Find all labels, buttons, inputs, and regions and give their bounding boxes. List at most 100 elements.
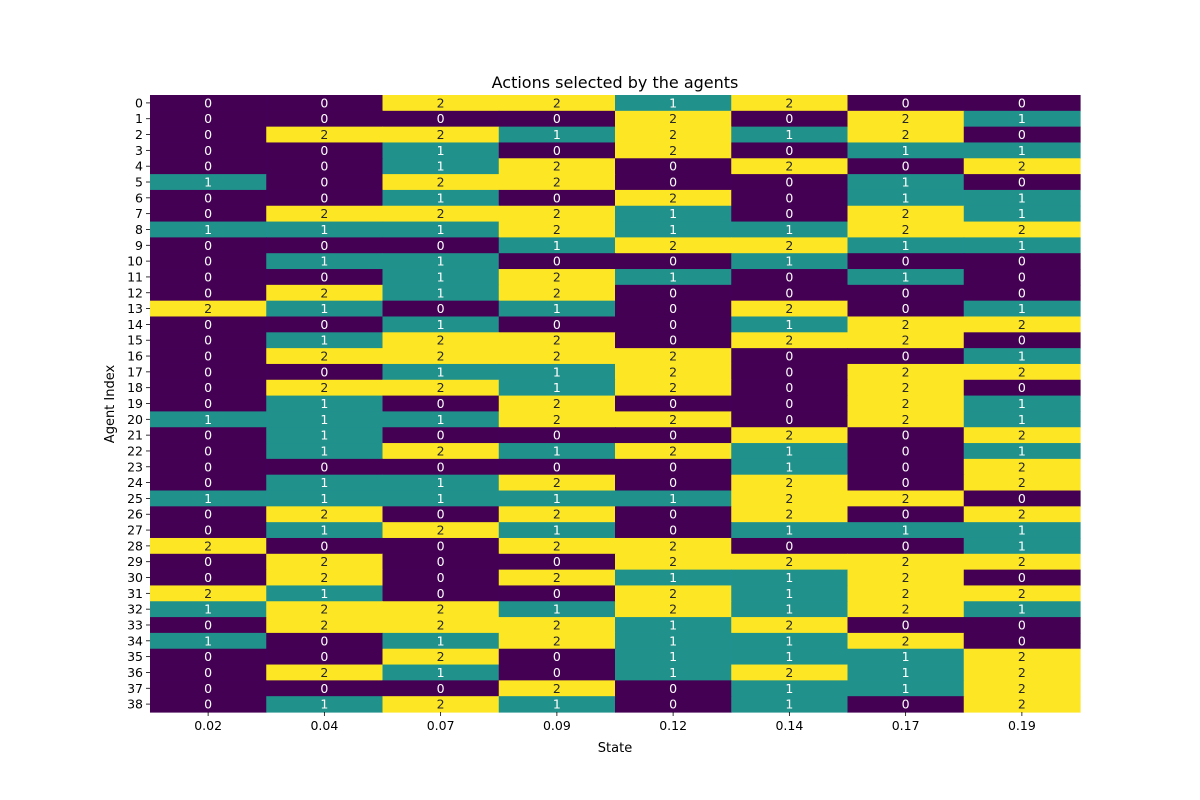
cell-value-label: 2 xyxy=(902,111,910,126)
cell-value-label: 0 xyxy=(204,143,212,158)
heatmap-cell xyxy=(498,680,616,697)
heatmap-cell xyxy=(847,316,965,333)
heatmap-cell xyxy=(963,664,1081,681)
cell-value-label: 2 xyxy=(785,428,793,443)
cell-value-label: 1 xyxy=(553,443,561,458)
cell-value-label: 1 xyxy=(1018,602,1026,617)
cell-value-label: 1 xyxy=(902,175,910,190)
cell-value-label: 2 xyxy=(1018,364,1026,379)
cell-value-label: 0 xyxy=(204,396,212,411)
cell-value-label: 1 xyxy=(902,238,910,253)
cell-value-label: 0 xyxy=(204,285,212,300)
cell-value-label: 1 xyxy=(437,633,445,648)
heatmap-cell xyxy=(382,664,500,681)
cell-value-label: 2 xyxy=(553,333,561,348)
heatmap-cell xyxy=(847,522,965,539)
heatmap-cell xyxy=(615,269,732,286)
heatmap-cell xyxy=(266,379,384,397)
heatmap-cell xyxy=(266,253,384,270)
cell-value-label: 1 xyxy=(320,254,328,269)
cell-value-label: 1 xyxy=(320,523,328,538)
cell-value-label: 2 xyxy=(902,570,910,585)
heatmap-cell xyxy=(847,110,965,128)
heatmap-cell xyxy=(731,142,849,159)
cell-value-label: 0 xyxy=(902,254,910,269)
cell-value-label: 1 xyxy=(437,665,445,680)
y-tick-label: 2 xyxy=(135,127,143,142)
cell-value-label: 2 xyxy=(320,665,328,680)
cell-value-label: 2 xyxy=(1018,317,1026,332)
cell-value-label: 0 xyxy=(669,475,677,490)
heatmap-cell xyxy=(615,253,732,270)
cell-value-label: 0 xyxy=(437,428,445,443)
cell-value-label: 0 xyxy=(785,396,793,411)
cell-value-label: 2 xyxy=(437,617,445,632)
heatmap-cell xyxy=(382,126,500,144)
cell-value-label: 0 xyxy=(785,206,793,221)
heatmap-cell xyxy=(150,205,267,223)
heatmap-cell xyxy=(731,474,849,492)
cell-value-label: 1 xyxy=(437,222,445,237)
cell-value-label: 2 xyxy=(902,222,910,237)
heatmap-cell xyxy=(382,95,500,112)
cell-value-label: 0 xyxy=(553,459,561,474)
cell-value-label: 1 xyxy=(553,127,561,142)
heatmap-cell xyxy=(498,363,616,381)
cell-value-label: 1 xyxy=(437,317,445,332)
cell-value-label: 2 xyxy=(553,681,561,696)
y-tick-label: 12 xyxy=(127,285,143,300)
heatmap-cell xyxy=(266,158,384,175)
heatmap-cell xyxy=(615,332,732,349)
cell-value-label: 2 xyxy=(669,127,677,142)
heatmap-cell xyxy=(266,189,384,207)
cell-value-label: 0 xyxy=(1018,254,1026,269)
cell-value-label: 0 xyxy=(669,459,677,474)
heatmap-cell xyxy=(731,680,849,697)
heatmap-cell xyxy=(150,316,267,333)
cell-value-label: 2 xyxy=(902,333,910,348)
cell-value-label: 2 xyxy=(204,586,212,601)
heatmap-cell xyxy=(498,458,616,476)
heatmap-cell xyxy=(266,269,384,286)
cell-value-label: 1 xyxy=(669,222,677,237)
cell-value-label: 1 xyxy=(669,206,677,221)
cell-value-label: 0 xyxy=(1018,491,1026,506)
cell-value-label: 2 xyxy=(320,380,328,395)
cell-value-label: 0 xyxy=(785,190,793,205)
heatmap-cell xyxy=(498,569,616,587)
cell-value-label: 2 xyxy=(1018,665,1026,680)
cell-value-label: 2 xyxy=(553,617,561,632)
cell-value-label: 2 xyxy=(553,349,561,364)
cell-value-label: 1 xyxy=(320,475,328,490)
cell-value-label: 1 xyxy=(553,238,561,253)
cell-value-label: 1 xyxy=(320,428,328,443)
cell-value-label: 2 xyxy=(1018,459,1026,474)
heatmap-cell xyxy=(731,253,849,270)
y-tick-label: 30 xyxy=(127,570,143,585)
cell-value-label: 0 xyxy=(785,111,793,126)
heatmap-cell xyxy=(150,332,267,349)
heatmap-cell xyxy=(731,300,849,318)
heatmap-cell xyxy=(150,95,267,112)
y-tick-label: 17 xyxy=(127,364,143,379)
heatmap-cell xyxy=(382,300,500,318)
cell-value-label: 1 xyxy=(902,523,910,538)
heatmap-cell xyxy=(266,221,384,238)
heatmap-cell xyxy=(266,585,384,602)
cell-value-label: 2 xyxy=(902,491,910,506)
cell-value-label: 0 xyxy=(437,396,445,411)
cell-value-label: 2 xyxy=(785,301,793,316)
heatmap-cell xyxy=(266,506,384,523)
heatmap-cell xyxy=(731,506,849,523)
heatmap-cell xyxy=(963,537,1081,555)
cell-value-label: 1 xyxy=(204,491,212,506)
cell-value-label: 2 xyxy=(785,617,793,632)
cell-value-label: 0 xyxy=(902,428,910,443)
cell-value-label: 1 xyxy=(785,523,793,538)
cell-value-label: 0 xyxy=(320,190,328,205)
heatmap-cell xyxy=(382,363,500,381)
heatmap-cell xyxy=(150,237,267,254)
cell-value-label: 1 xyxy=(437,159,445,174)
y-tick-label: 38 xyxy=(127,697,143,712)
